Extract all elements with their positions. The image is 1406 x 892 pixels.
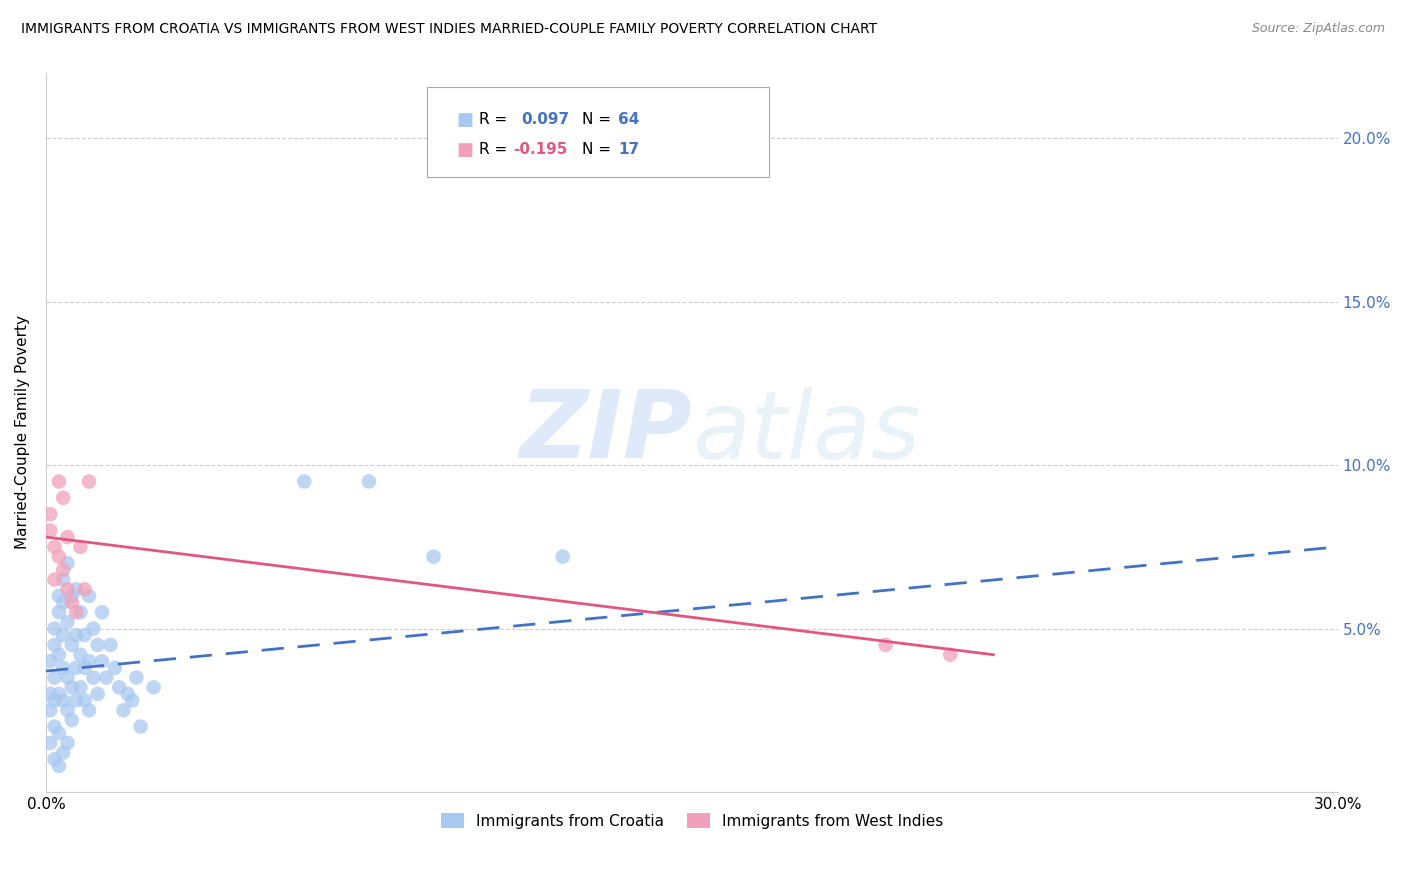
Point bbox=[112, 703, 135, 717]
Point bbox=[56, 703, 79, 717]
Point bbox=[100, 638, 122, 652]
Point bbox=[48, 549, 70, 564]
Point bbox=[96, 671, 118, 685]
Point bbox=[77, 475, 100, 489]
Text: IMMIGRANTS FROM CROATIA VS IMMIGRANTS FROM WEST INDIES MARRIED-COUPLE FAMILY POV: IMMIGRANTS FROM CROATIA VS IMMIGRANTS FR… bbox=[21, 22, 877, 37]
Point bbox=[48, 726, 70, 740]
Point bbox=[52, 693, 75, 707]
Point bbox=[77, 703, 100, 717]
Point bbox=[142, 681, 165, 695]
Point bbox=[39, 703, 62, 717]
Point bbox=[60, 681, 83, 695]
Point bbox=[44, 752, 66, 766]
Point bbox=[52, 491, 75, 505]
Point bbox=[39, 654, 62, 668]
Point bbox=[39, 524, 62, 538]
Point bbox=[69, 540, 91, 554]
Text: Source: ZipAtlas.com: Source: ZipAtlas.com bbox=[1251, 22, 1385, 36]
Legend: Immigrants from Croatia, Immigrants from West Indies: Immigrants from Croatia, Immigrants from… bbox=[434, 806, 949, 835]
Point bbox=[69, 681, 91, 695]
Text: 64: 64 bbox=[619, 112, 640, 128]
Text: R =: R = bbox=[478, 143, 508, 157]
Point bbox=[56, 671, 79, 685]
Point bbox=[44, 638, 66, 652]
Point bbox=[77, 654, 100, 668]
Point bbox=[48, 589, 70, 603]
Point bbox=[121, 693, 143, 707]
Point bbox=[52, 573, 75, 587]
Point bbox=[56, 582, 79, 597]
Point bbox=[52, 595, 75, 609]
Text: -0.195: -0.195 bbox=[513, 143, 568, 157]
Point bbox=[91, 605, 114, 619]
Point bbox=[65, 661, 87, 675]
Point bbox=[65, 605, 87, 619]
Point bbox=[52, 746, 75, 760]
Text: 0.097: 0.097 bbox=[522, 112, 569, 128]
Point bbox=[77, 589, 100, 603]
Text: atlas: atlas bbox=[692, 387, 920, 478]
Point bbox=[86, 687, 108, 701]
Point bbox=[48, 605, 70, 619]
Point bbox=[357, 475, 380, 489]
Point bbox=[422, 549, 444, 564]
Point bbox=[48, 475, 70, 489]
Point bbox=[60, 589, 83, 603]
Point bbox=[73, 582, 96, 597]
Y-axis label: Married-Couple Family Poverty: Married-Couple Family Poverty bbox=[15, 316, 30, 549]
Point bbox=[39, 507, 62, 521]
Point bbox=[56, 736, 79, 750]
Point bbox=[56, 530, 79, 544]
Point bbox=[52, 563, 75, 577]
Point bbox=[82, 622, 104, 636]
Point bbox=[52, 628, 75, 642]
Point bbox=[52, 661, 75, 675]
Point bbox=[73, 628, 96, 642]
Point bbox=[60, 638, 83, 652]
Point bbox=[69, 605, 91, 619]
Point bbox=[48, 648, 70, 662]
Point bbox=[939, 648, 962, 662]
Text: ■: ■ bbox=[457, 141, 474, 159]
Point bbox=[129, 720, 152, 734]
Point bbox=[65, 693, 87, 707]
Point bbox=[73, 693, 96, 707]
Point bbox=[56, 556, 79, 570]
Text: ■: ■ bbox=[457, 111, 474, 128]
Point bbox=[39, 687, 62, 701]
Point bbox=[292, 475, 315, 489]
Point bbox=[82, 671, 104, 685]
Point bbox=[73, 661, 96, 675]
Point bbox=[44, 573, 66, 587]
Point bbox=[125, 671, 148, 685]
Text: R =: R = bbox=[478, 112, 508, 128]
Text: ZIP: ZIP bbox=[519, 386, 692, 478]
Point bbox=[551, 549, 574, 564]
Point bbox=[60, 713, 83, 727]
Point bbox=[44, 540, 66, 554]
Point bbox=[48, 759, 70, 773]
Point bbox=[44, 622, 66, 636]
Point bbox=[39, 736, 62, 750]
Text: N =: N = bbox=[582, 112, 612, 128]
Point bbox=[44, 693, 66, 707]
Point bbox=[56, 615, 79, 629]
Point bbox=[65, 628, 87, 642]
Point bbox=[44, 671, 66, 685]
Point bbox=[69, 648, 91, 662]
Point bbox=[44, 720, 66, 734]
Point bbox=[117, 687, 139, 701]
Point bbox=[104, 661, 127, 675]
Point bbox=[875, 638, 897, 652]
Point bbox=[60, 595, 83, 609]
FancyBboxPatch shape bbox=[427, 87, 769, 178]
Point bbox=[65, 582, 87, 597]
Point bbox=[91, 654, 114, 668]
Point bbox=[108, 681, 131, 695]
Point bbox=[48, 687, 70, 701]
Text: 17: 17 bbox=[619, 143, 640, 157]
Point bbox=[86, 638, 108, 652]
Text: N =: N = bbox=[582, 143, 612, 157]
